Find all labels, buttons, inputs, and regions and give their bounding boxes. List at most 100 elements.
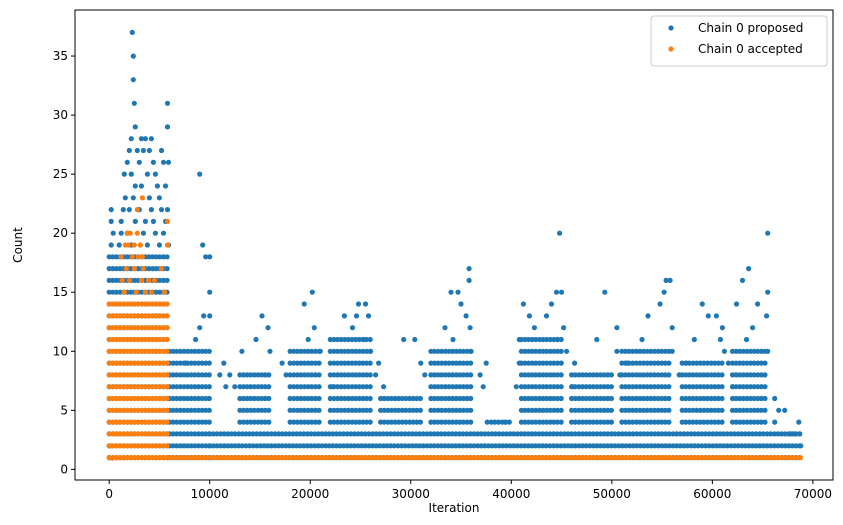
data-point <box>164 277 170 283</box>
data-point <box>211 455 217 461</box>
data-point <box>450 419 456 425</box>
data-point <box>526 336 532 343</box>
data-point <box>160 419 167 425</box>
data-point <box>128 419 134 425</box>
data-point <box>268 443 274 449</box>
data-point <box>468 455 474 461</box>
data-point <box>645 443 651 449</box>
data-point <box>417 431 423 437</box>
data-point <box>135 455 141 461</box>
data-point <box>633 372 640 378</box>
data-point <box>518 431 524 437</box>
data-point <box>431 431 437 437</box>
data-point <box>764 443 770 449</box>
data-point <box>128 313 134 319</box>
data-point <box>522 372 528 378</box>
data-point <box>153 455 159 461</box>
data-point <box>265 443 271 449</box>
data-point <box>356 419 362 425</box>
data-point <box>199 372 205 378</box>
data-point <box>747 455 753 461</box>
data-point <box>536 419 543 425</box>
data-point <box>160 230 167 236</box>
data-point <box>148 289 154 295</box>
data-point <box>164 266 170 272</box>
data-point <box>135 336 141 343</box>
data-point <box>244 419 250 425</box>
data-point <box>719 325 726 331</box>
data-point <box>251 455 257 461</box>
data-point <box>146 360 152 366</box>
data-point <box>532 431 539 437</box>
data-point <box>733 419 739 425</box>
data-point <box>551 348 557 354</box>
data-point <box>128 372 134 378</box>
data-point <box>120 207 126 213</box>
data-point <box>702 431 709 437</box>
data-point <box>131 360 138 366</box>
data-point <box>298 384 304 390</box>
data-point <box>655 360 661 366</box>
data-point <box>207 431 213 437</box>
series-0-band-6 <box>378 395 423 425</box>
data-point <box>633 384 640 390</box>
data-point <box>337 443 343 449</box>
data-point <box>153 325 159 331</box>
data-point <box>128 443 134 449</box>
data-point <box>725 455 731 461</box>
data-point <box>583 431 589 437</box>
data-point <box>302 407 308 413</box>
data-point <box>551 395 557 402</box>
data-point <box>711 455 717 461</box>
data-point <box>608 407 615 413</box>
data-point <box>294 372 300 378</box>
data-point <box>135 419 141 425</box>
data-point <box>635 455 641 461</box>
data-point <box>619 360 625 366</box>
data-point <box>146 395 152 402</box>
data-point <box>119 277 125 283</box>
data-point <box>356 407 362 413</box>
data-point <box>287 360 293 366</box>
data-point <box>331 360 337 366</box>
data-point <box>442 348 448 354</box>
data-point <box>485 431 491 437</box>
data-point <box>733 372 739 378</box>
data-point <box>526 455 532 461</box>
data-point <box>206 407 212 413</box>
data-point <box>701 372 707 378</box>
data-point <box>435 384 441 390</box>
data-point <box>771 443 777 449</box>
data-point <box>590 431 596 437</box>
data-point <box>177 384 183 390</box>
data-point <box>435 419 441 425</box>
data-point <box>662 419 668 425</box>
data-point <box>146 254 152 260</box>
data-point <box>755 395 761 402</box>
data-point <box>139 372 145 378</box>
data-point <box>153 266 159 272</box>
data-point <box>291 407 297 413</box>
data-point <box>121 419 127 425</box>
data-point <box>124 336 130 343</box>
data-point <box>765 230 771 236</box>
data-point <box>536 407 543 413</box>
data-point <box>630 372 636 378</box>
data-point <box>153 254 159 260</box>
data-point <box>616 443 622 449</box>
data-point <box>121 301 127 307</box>
data-point <box>598 384 604 390</box>
data-point <box>109 455 115 461</box>
data-point <box>435 431 441 437</box>
data-point <box>633 419 640 425</box>
data-point <box>619 348 625 354</box>
data-point <box>614 348 620 354</box>
data-point <box>689 455 695 461</box>
data-point <box>124 325 130 331</box>
data-point <box>131 384 138 390</box>
data-point <box>740 372 746 378</box>
data-point <box>428 384 434 390</box>
data-point <box>439 455 445 461</box>
data-point <box>251 395 257 402</box>
data-point <box>518 348 525 354</box>
